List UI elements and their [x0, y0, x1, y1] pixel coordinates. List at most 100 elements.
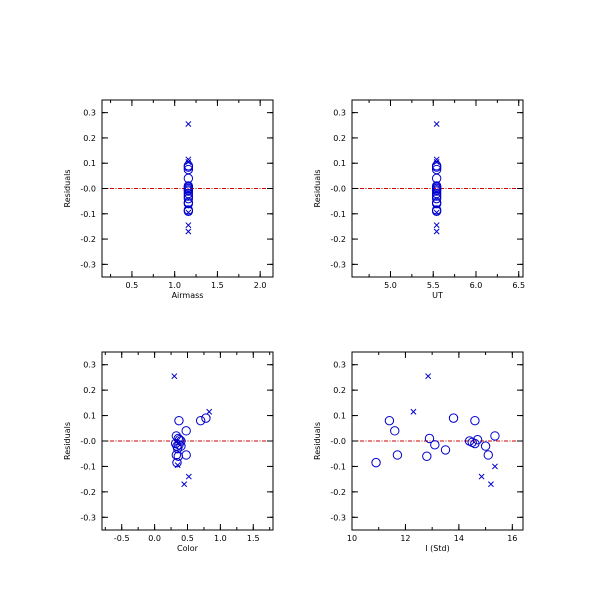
y-tick-label: -0.1: [330, 210, 346, 219]
x-tick-label: 0.0: [148, 534, 161, 543]
x-tick-label: 10: [347, 534, 357, 543]
x-tick-label: 1.5: [211, 281, 224, 290]
circle-point: [422, 451, 432, 461]
circle-point: [440, 445, 451, 455]
y-tick-label: 0.2: [83, 134, 96, 143]
circle-point: [181, 450, 191, 460]
y-tick-label: -0.3: [330, 513, 346, 522]
x-tick-label: 0.5: [181, 534, 194, 543]
y-tick-label: -0.3: [80, 260, 96, 269]
x-tick-label: -0.5: [114, 534, 130, 543]
y-axis-label: Residuals: [313, 422, 322, 460]
circle-point: [183, 186, 194, 196]
panel-i-std: -0.3 -0.2 -0.1 -0.0 0.1 0.2 0.3 10 12 14 16 I (Std)…: [313, 351, 524, 553]
x-point: [185, 209, 192, 216]
y-tick-label: 0.3: [333, 109, 346, 118]
y-tick-label: -0.3: [330, 260, 346, 269]
x-axis-label: Color: [177, 544, 199, 553]
x-point: [410, 408, 417, 415]
x-axis-label: UT: [432, 291, 443, 300]
circle-point: [183, 193, 194, 204]
y-tick-label: 0.3: [333, 361, 346, 370]
x-tick-label: 14: [454, 534, 464, 543]
circle-point: [172, 443, 183, 454]
x-tick-label: 1.5: [247, 534, 260, 543]
x-point: [171, 373, 178, 380]
y-tick-label: -0.0: [330, 437, 346, 446]
circle-point: [183, 206, 194, 216]
x-tick-label: 0.5: [126, 281, 139, 290]
circle-point: [470, 415, 480, 426]
x-tick-label: 2.0: [254, 281, 267, 290]
x-tick-label: 5.0: [384, 281, 397, 290]
circle-point: [431, 193, 442, 204]
y-tick-label: 0.1: [333, 412, 346, 421]
x-point: [433, 121, 440, 127]
y-tick-label: -0.1: [80, 462, 96, 471]
y-tick-label: -0.1: [80, 210, 96, 219]
circle-point: [431, 191, 442, 201]
x-axis-label: Airmass: [172, 291, 204, 300]
x-point: [433, 228, 440, 235]
x-point: [206, 408, 213, 415]
circle-point: [431, 198, 442, 209]
y-tick-label: -0.0: [80, 437, 96, 446]
circle-point: [174, 415, 184, 426]
x-tick-label: 1.0: [168, 281, 181, 290]
y-axis-label: Residuals: [63, 170, 72, 208]
x-point: [181, 481, 188, 488]
y-tick-label: -0.1: [330, 462, 346, 471]
y-tick-label: 0.1: [333, 159, 346, 168]
circle-point: [431, 206, 442, 216]
circle-point: [448, 413, 459, 423]
x-point: [185, 222, 192, 229]
y-tick-label: -0.0: [330, 185, 346, 194]
x-point: [185, 121, 192, 127]
x-axis-label: I (Std): [425, 544, 449, 553]
circle-point: [174, 440, 184, 450]
panel-color: -0.3 -0.2 -0.1 -0.0 0.1 0.2 0.3 -0.5 0.0 0.5 1.0 1.…: [63, 351, 274, 553]
panel-airmass: -0.3 -0.2 -0.1 -0.0 0.1 0.2 0.3 0.5 1.0 1.5 2.0 Air…: [63, 99, 274, 300]
x-tick-label: 5.5: [427, 281, 440, 290]
x-tick-label: 6.0: [470, 281, 483, 290]
y-axis-label: Residuals: [63, 422, 72, 460]
x-point: [185, 473, 192, 480]
panel-ut: -0.3 -0.2 -0.1 -0.0 0.1 0.2 0.3 5.0 5.5 6.0 6.5 UT R…: [313, 99, 525, 300]
y-tick-label: 0.2: [333, 386, 346, 395]
circle-point: [201, 413, 211, 423]
y-tick-label: -0.2: [330, 235, 346, 244]
circle-point: [480, 441, 491, 451]
y-tick-label: -0.2: [80, 235, 96, 244]
y-tick-label: 0.1: [83, 412, 96, 421]
circle-point: [430, 440, 440, 450]
circle-point: [195, 415, 206, 426]
y-tick-label: 0.2: [333, 134, 346, 143]
x-point: [185, 156, 192, 163]
circle-point: [172, 457, 182, 468]
y-tick-label: 0.3: [83, 361, 96, 370]
x-point: [487, 481, 494, 488]
x-tick-label: 16: [507, 534, 517, 543]
x-point: [491, 463, 498, 470]
y-axis-label: Residuals: [313, 170, 322, 208]
x-point: [433, 158, 440, 165]
circle-point: [483, 450, 493, 460]
x-tick-label: 6.5: [512, 281, 525, 290]
circle-point: [384, 415, 395, 426]
x-point: [433, 222, 440, 229]
x-point: [185, 158, 192, 165]
y-tick-label: -0.2: [80, 488, 96, 497]
y-tick-label: 0.1: [83, 159, 96, 168]
x-point: [425, 373, 432, 380]
y-tick-label: -0.0: [80, 185, 96, 194]
circle-point: [390, 426, 400, 436]
circle-point: [431, 186, 442, 196]
y-tick-label: 0.2: [83, 386, 96, 395]
circle-point: [424, 433, 435, 444]
circle-point: [183, 198, 194, 209]
circle-point: [392, 450, 403, 460]
circle-point: [472, 435, 483, 445]
x-point: [478, 473, 485, 480]
